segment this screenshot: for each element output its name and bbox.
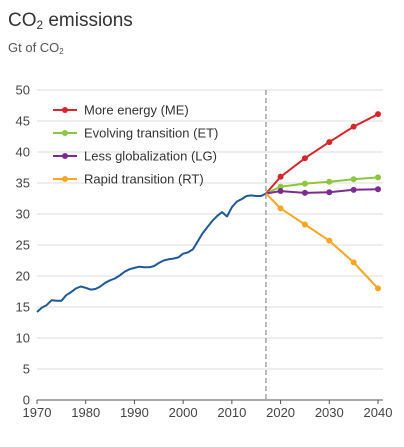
legend-label: Evolving transition (ET) <box>84 126 218 141</box>
series-point <box>301 189 308 196</box>
series-line-3 <box>265 192 379 290</box>
x-tick-label: 1970 <box>23 405 52 420</box>
x-tick-label: 2010 <box>217 405 246 420</box>
legend-marker <box>62 107 68 113</box>
series-point <box>350 186 357 193</box>
series-point <box>350 176 357 183</box>
y-tick-label: 40 <box>16 145 30 160</box>
title-subscript: 2 <box>36 18 44 32</box>
legend: More energy (ME) Evolving transition (ET)… <box>53 103 218 187</box>
y-tick-label: 15 <box>16 300 30 315</box>
legend-label: Rapid transition (RT) <box>84 172 204 187</box>
legend-label: Less globalization (LG) <box>84 149 217 164</box>
series-point <box>301 180 308 187</box>
x-axis-ticks: 1970 1980 1990 2000 2010 2020 2030 2040 <box>23 400 393 420</box>
unit-main: Gt of CO <box>8 40 60 55</box>
y-axis-ticks: 0 5 10 15 20 25 30 35 40 45 50 <box>16 83 30 408</box>
x-tick-label: 2030 <box>315 405 344 420</box>
series-point <box>326 139 333 146</box>
series-point <box>277 173 284 180</box>
y-axis-unit-label: Gt of CO2 <box>8 40 64 56</box>
series-line-0 <box>265 113 379 195</box>
series-point <box>350 259 357 266</box>
y-tick-label: 35 <box>16 176 30 191</box>
chart-title: CO2 emissions <box>8 10 133 32</box>
series-point <box>375 174 381 181</box>
x-tick-label: 1990 <box>120 405 149 420</box>
y-tick-label: 50 <box>16 83 30 98</box>
series-point <box>375 186 381 193</box>
title-rest: emissions <box>43 10 133 31</box>
y-tick-label: 10 <box>16 331 30 346</box>
y-tick-label: 5 <box>23 362 30 377</box>
series-point <box>350 123 357 130</box>
series-point <box>277 183 284 190</box>
series-point <box>375 285 381 292</box>
y-tick-label: 30 <box>16 207 30 222</box>
series-point <box>375 111 381 118</box>
series-point <box>326 189 333 196</box>
y-tick-label: 0 <box>23 393 30 408</box>
series-point <box>277 205 284 212</box>
x-tick-label: 2040 <box>364 405 393 420</box>
legend-marker <box>62 176 68 182</box>
legend-marker <box>62 153 68 159</box>
series-lines <box>36 111 381 313</box>
y-tick-label: 25 <box>16 238 30 253</box>
series-point <box>301 155 308 162</box>
legend-label: More energy (ME) <box>84 103 189 118</box>
x-tick-label: 2020 <box>266 405 295 420</box>
y-tick-label: 20 <box>16 269 30 284</box>
historical-emissions-line <box>36 192 267 313</box>
y-tick-label: 45 <box>16 114 30 129</box>
x-tick-label: 2000 <box>169 405 198 420</box>
title-main: CO <box>8 10 37 31</box>
series-point <box>301 221 308 228</box>
series-point <box>326 237 333 244</box>
series-point <box>326 178 333 185</box>
series-point <box>277 188 284 195</box>
unit-subscript: 2 <box>59 47 64 56</box>
x-tick-label: 1980 <box>71 405 100 420</box>
legend-marker <box>62 130 68 136</box>
